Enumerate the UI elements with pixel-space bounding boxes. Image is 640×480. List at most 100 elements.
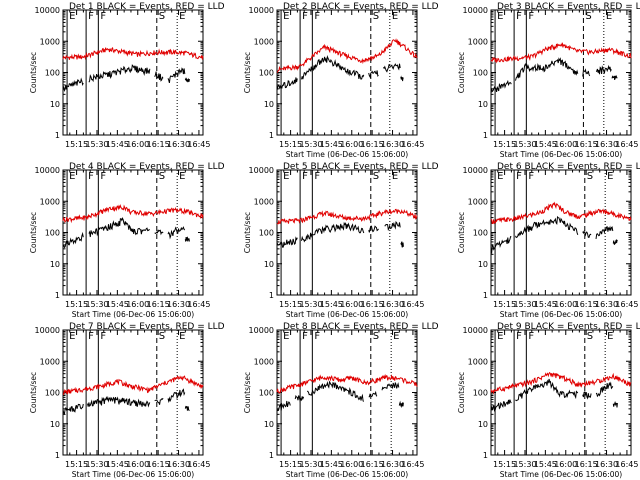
ytick-label: 1000: [254, 37, 274, 46]
xtick-label: 15:30: [85, 300, 108, 309]
xtick-label: 16:15: [147, 300, 170, 309]
ytick-label: 1: [269, 131, 274, 140]
marker-label: S: [587, 171, 593, 182]
detector-panel-7: Det 7 BLACK = Events, RED = LLD 1 10 100 100…: [29, 322, 225, 479]
marker-label: E: [179, 11, 185, 22]
xtick-label: 16:15: [575, 140, 598, 149]
panel-title: Det 7 BLACK = Events, RED = LLD: [69, 322, 225, 332]
marker-label: S: [373, 171, 379, 182]
marker-label: E: [69, 171, 75, 182]
xtick-label: 15:15: [65, 140, 88, 149]
xtick-label: 16:30: [595, 460, 618, 469]
ytick-label: 100: [45, 229, 60, 238]
x-axis-label: Start Time (06-Dec-06 15:06:00): [286, 150, 408, 159]
xtick-label: 15:30: [299, 140, 322, 149]
ytick-label: 100: [45, 389, 60, 398]
xtick-label: 15:15: [279, 300, 302, 309]
xtick-label: 15:30: [299, 300, 322, 309]
marker-label: F: [100, 171, 106, 182]
xtick-label: 16:45: [615, 140, 638, 149]
y-axis-label: Counts/sec: [243, 52, 252, 93]
ytick-label: 1000: [254, 197, 274, 206]
xtick-label: 16:00: [554, 300, 577, 309]
x-axis-label: Start Time (06-Dec-06 15:06:00): [72, 470, 194, 479]
xtick-label: 16:15: [361, 300, 384, 309]
xtick-label: 15:15: [65, 300, 88, 309]
x-axis-label: Start Time (06-Dec-06 15:06:00): [286, 470, 408, 479]
ytick-label: 10: [478, 100, 488, 109]
xtick-label: 16:00: [554, 460, 577, 469]
xtick-label: 16:30: [381, 460, 404, 469]
lld-series: [63, 375, 204, 395]
xtick-label: 16:30: [167, 300, 190, 309]
marker-label: F: [302, 171, 308, 182]
marker-label: E: [607, 331, 613, 342]
xtick-label: 15:15: [65, 460, 88, 469]
marker-label: E: [392, 11, 398, 22]
events-series: [276, 221, 404, 248]
lld-series: [276, 38, 418, 73]
events-series: [276, 54, 404, 91]
lld-series: [490, 371, 632, 395]
xtick-label: 16:15: [147, 460, 170, 469]
xtick-label: 16:45: [401, 140, 424, 149]
panel-title: Det 9 BLACK = Events, RED = LLD: [497, 322, 640, 332]
xtick-label: 15:45: [320, 460, 343, 469]
marker-label: F: [302, 331, 308, 342]
xtick-label: 15:15: [279, 460, 302, 469]
marker-label: F: [88, 171, 94, 182]
marker-label: E: [179, 331, 185, 342]
xtick-label: 16:15: [575, 300, 598, 309]
x-axis-label: Start Time (06-Dec-06 15:06:00): [72, 310, 194, 319]
ytick-label: 100: [259, 389, 274, 398]
marker-label: F: [314, 171, 320, 182]
y-axis-label: Counts/sec: [29, 52, 38, 93]
marker-label: F: [100, 331, 106, 342]
xtick-label: 16:00: [554, 140, 577, 149]
xtick-label: 15:30: [85, 140, 108, 149]
ytick-label: 1000: [468, 357, 488, 366]
xtick-label: 15:45: [106, 460, 129, 469]
marker-label: E: [393, 331, 399, 342]
lld-series: [490, 201, 632, 225]
lld-series: [490, 42, 632, 64]
xtick-label: 16:15: [361, 460, 384, 469]
ytick-label: 100: [259, 69, 274, 78]
y-axis-label: Counts/sec: [29, 372, 38, 413]
marker-label: E: [392, 171, 398, 182]
xtick-label: 15:30: [513, 140, 536, 149]
marker-label: F: [88, 11, 94, 22]
xtick-label: 16:15: [575, 460, 598, 469]
plot-frame: [62, 9, 204, 136]
marker-label: E: [283, 11, 289, 22]
ytick-label: 1: [55, 291, 60, 300]
ytick-label: 1000: [468, 37, 488, 46]
events-series: [490, 378, 618, 412]
xtick-label: 15:45: [320, 300, 343, 309]
plot-frame: [490, 9, 632, 136]
ytick-label: 10: [264, 260, 274, 269]
ytick-label: 1: [55, 451, 60, 460]
ytick-label: 1000: [40, 357, 60, 366]
marker-label: E: [606, 11, 612, 22]
xtick-label: 16:00: [126, 300, 149, 309]
ytick-label: 1: [483, 291, 488, 300]
ytick-label: 1000: [468, 197, 488, 206]
xtick-label: 15:15: [279, 140, 302, 149]
marker-label: E: [497, 11, 503, 22]
marker-label: F: [100, 11, 106, 22]
events-series: [62, 388, 190, 416]
marker-label: F: [516, 331, 522, 342]
marker-label: S: [373, 331, 379, 342]
x-axis-label: Start Time (06-Dec-06 15:06:00): [500, 470, 622, 479]
ytick-label: 1: [483, 451, 488, 460]
detector-panel-8: Det 8 BLACK = Events, RED = LLD 1 10 100 100…: [243, 322, 439, 479]
ytick-label: 10000: [35, 6, 60, 15]
detector-panel-1: Det 1 BLACK = Events, RED = LLD 1 10 100 100…: [29, 2, 225, 149]
xtick-label: 16:45: [187, 300, 210, 309]
events-series: [276, 380, 404, 412]
xtick-label: 16:45: [187, 460, 210, 469]
ytick-label: 1: [483, 131, 488, 140]
y-axis-label: Counts/sec: [29, 212, 38, 253]
ytick-label: 10: [264, 100, 274, 109]
